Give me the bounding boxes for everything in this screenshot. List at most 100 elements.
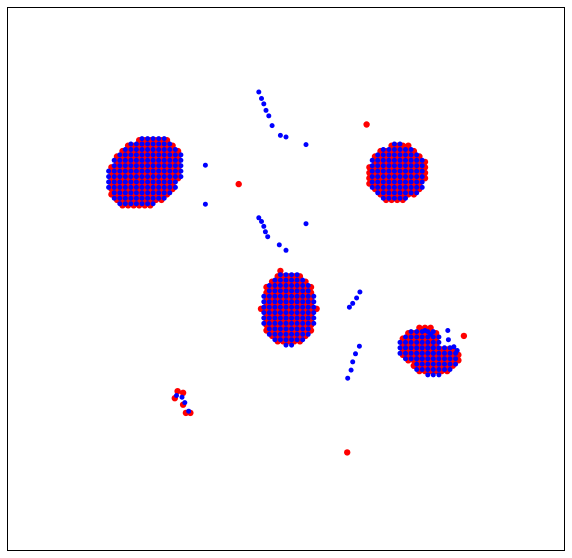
blue-data-point	[391, 174, 397, 180]
blue-data-point	[266, 315, 272, 321]
blue-data-point	[283, 272, 289, 278]
blue-data-point	[272, 288, 278, 294]
blue-data-point	[156, 157, 162, 163]
blue-data-point	[311, 310, 317, 316]
blue-data-point	[454, 348, 460, 353]
blue-data-point	[414, 168, 420, 174]
blue-data-point	[161, 174, 167, 180]
blue-data-point	[156, 184, 162, 190]
blue-data-point	[442, 361, 447, 367]
blue-data-point	[122, 157, 128, 163]
blue-data-point	[111, 184, 117, 190]
blue-data-point	[167, 184, 173, 190]
blue-data-point	[111, 190, 117, 196]
blue-data-point	[391, 141, 397, 147]
blue-data-point	[391, 190, 397, 196]
blue-data-point	[403, 168, 408, 174]
blue-data-point	[375, 168, 381, 174]
blue-data-point	[397, 163, 403, 169]
blue-data-point	[380, 163, 386, 169]
blue-data-point	[294, 299, 300, 305]
blue-data-point	[311, 304, 317, 310]
blue-data-point	[348, 367, 354, 373]
blue-data-point	[386, 184, 392, 190]
blue-data-point	[167, 141, 173, 147]
blue-data-point	[122, 174, 128, 180]
blue-data-point	[178, 152, 184, 158]
blue-data-point	[133, 157, 139, 163]
blue-data-point	[356, 343, 362, 349]
blue-data-point	[276, 242, 282, 248]
blue-data-point	[300, 293, 306, 299]
blue-data-point	[425, 345, 431, 351]
blue-data-point	[391, 157, 397, 163]
blue-data-point	[266, 326, 272, 332]
blue-data-point	[403, 339, 408, 345]
blue-data-point	[414, 163, 420, 169]
blue-data-point	[167, 179, 173, 185]
blue-data-point	[186, 408, 192, 414]
blue-data-point	[305, 326, 311, 332]
blue-data-point	[128, 184, 134, 190]
blue-data-point	[272, 304, 278, 310]
blue-data-point	[391, 147, 397, 152]
blue-data-point	[128, 141, 134, 147]
blue-data-point	[350, 359, 356, 365]
blue-data-point	[263, 107, 269, 113]
blue-data-point	[277, 310, 283, 316]
blue-data-point	[391, 195, 397, 201]
blue-data-point	[167, 190, 173, 196]
blue-data-point	[447, 350, 453, 356]
blue-data-point	[128, 147, 134, 152]
blue-data-point	[283, 331, 289, 337]
blue-data-point	[277, 320, 283, 326]
blue-data-point	[128, 152, 134, 158]
blue-data-point	[403, 152, 408, 158]
blue-data-point	[156, 168, 162, 174]
blue-data-point	[428, 331, 434, 337]
blue-data-point	[178, 168, 184, 174]
blue-data-point	[283, 315, 289, 321]
blue-data-point	[305, 283, 311, 288]
blue-data-point	[386, 157, 392, 163]
blue-data-point	[408, 179, 414, 185]
blue-data-point	[139, 168, 145, 174]
blue-data-point	[172, 152, 178, 158]
blue-data-point	[294, 293, 300, 299]
blue-data-point	[289, 293, 295, 299]
blue-data-point	[353, 351, 358, 357]
blue-data-point	[436, 350, 442, 356]
blue-data-point	[430, 361, 436, 367]
blue-data-point	[403, 157, 408, 163]
blue-data-point	[145, 174, 151, 180]
blue-data-point	[294, 337, 300, 343]
blue-data-point	[289, 299, 295, 305]
blue-data-point	[272, 320, 278, 326]
blue-data-point	[422, 328, 428, 333]
blue-data-point	[380, 179, 386, 185]
blue-data-point	[397, 179, 403, 185]
blue-data-point	[442, 367, 447, 372]
blue-data-point	[436, 339, 442, 345]
blue-data-point	[414, 184, 420, 190]
blue-data-point	[133, 190, 139, 196]
blue-data-point	[442, 356, 447, 362]
blue-data-point	[391, 168, 397, 174]
blue-data-point	[261, 223, 267, 229]
blue-data-point	[414, 345, 420, 351]
blue-data-point	[145, 195, 151, 201]
blue-data-point	[397, 157, 403, 163]
blue-data-point	[122, 190, 128, 196]
blue-data-point	[445, 328, 451, 333]
blue-data-point	[133, 168, 139, 174]
blue-data-point	[259, 219, 264, 224]
blue-data-point	[283, 288, 289, 294]
blue-data-point	[106, 168, 112, 174]
blue-data-point	[122, 147, 128, 152]
blue-data-point	[380, 174, 386, 180]
blue-data-point	[294, 277, 300, 283]
blue-data-point	[145, 184, 151, 190]
blue-data-point	[178, 157, 184, 163]
blue-data-point	[128, 168, 134, 174]
blue-data-point	[408, 157, 414, 163]
